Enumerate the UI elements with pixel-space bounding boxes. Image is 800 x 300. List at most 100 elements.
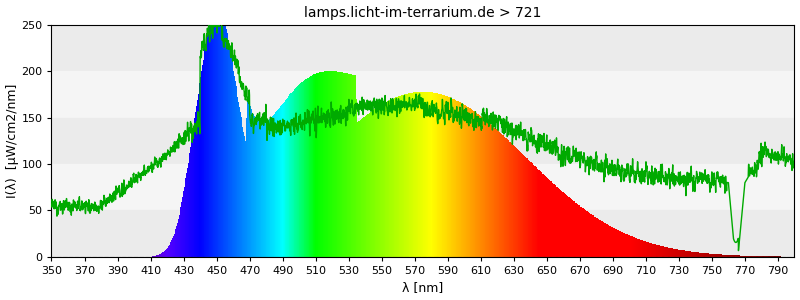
Bar	[630, 236, 631, 257]
Bar	[431, 92, 432, 257]
Bar	[335, 71, 336, 257]
Bar	[351, 74, 352, 257]
Bar	[365, 116, 366, 257]
Bar	[689, 251, 690, 257]
Bar	[741, 256, 742, 257]
Bar	[640, 239, 641, 257]
Bar	[538, 170, 539, 257]
Bar	[500, 133, 501, 257]
Bar	[464, 105, 465, 257]
Bar	[612, 227, 613, 257]
Bar	[705, 253, 706, 257]
Bar	[687, 251, 688, 257]
Bar	[319, 73, 320, 257]
Bar	[400, 96, 401, 257]
Bar	[543, 174, 544, 257]
Bar	[754, 256, 755, 257]
Bar	[685, 250, 686, 257]
Bar	[713, 254, 714, 257]
Bar	[206, 40, 207, 257]
Bar	[222, 25, 223, 257]
Bar	[520, 152, 521, 257]
Bar	[448, 97, 449, 257]
Bar	[596, 218, 597, 257]
Bar	[512, 144, 513, 257]
Bar	[749, 256, 750, 257]
Bar	[673, 249, 674, 257]
Bar	[474, 112, 475, 257]
Bar	[635, 238, 636, 257]
Bar	[217, 25, 218, 257]
Bar	[281, 106, 282, 257]
Bar	[51, 118, 794, 164]
Bar	[737, 255, 738, 257]
Bar	[269, 119, 270, 257]
Bar	[357, 99, 358, 257]
Bar	[672, 248, 673, 257]
Bar	[778, 256, 780, 257]
Bar	[615, 229, 616, 257]
Bar	[295, 88, 296, 257]
Bar	[189, 158, 190, 257]
Bar	[736, 255, 737, 257]
Bar	[437, 93, 438, 257]
Bar	[468, 107, 469, 257]
Bar	[504, 137, 506, 257]
Bar	[453, 99, 454, 257]
Bar	[554, 184, 555, 257]
Bar	[723, 255, 724, 257]
Bar	[659, 245, 660, 257]
Bar	[252, 112, 253, 257]
Bar	[546, 178, 547, 257]
Bar	[457, 100, 458, 257]
Bar	[777, 256, 778, 257]
Bar	[610, 226, 611, 257]
Bar	[373, 110, 374, 257]
Bar	[750, 256, 751, 257]
Bar	[157, 255, 158, 257]
Bar	[592, 215, 593, 257]
Bar	[693, 252, 694, 257]
Bar	[683, 250, 684, 257]
Bar	[300, 83, 301, 257]
Bar	[488, 122, 489, 257]
Bar	[321, 72, 322, 257]
Bar	[227, 37, 228, 257]
Bar	[317, 73, 318, 257]
Bar	[758, 256, 759, 257]
Bar	[785, 256, 786, 257]
Bar	[511, 143, 512, 257]
Bar	[583, 208, 584, 257]
Bar	[721, 254, 722, 257]
Bar	[782, 256, 783, 257]
Bar	[679, 250, 681, 257]
Bar	[346, 73, 347, 257]
Bar	[315, 74, 316, 257]
Bar	[257, 119, 258, 257]
Bar	[573, 201, 574, 257]
Bar	[428, 92, 430, 257]
Bar	[388, 101, 389, 257]
Bar	[744, 256, 745, 257]
Bar	[760, 256, 761, 257]
Bar	[528, 160, 530, 257]
Bar	[637, 238, 638, 257]
Bar	[204, 50, 206, 257]
Bar	[316, 74, 317, 257]
Bar	[221, 25, 222, 257]
Bar	[237, 92, 238, 257]
Bar	[731, 255, 732, 257]
Bar	[666, 247, 667, 257]
Bar	[627, 235, 628, 257]
Bar	[769, 256, 770, 257]
Bar	[398, 96, 399, 257]
Bar	[752, 256, 753, 257]
Bar	[174, 232, 175, 257]
Bar	[498, 131, 499, 257]
Bar	[326, 71, 327, 257]
Bar	[292, 92, 293, 257]
Bar	[296, 87, 297, 257]
Bar	[473, 111, 474, 257]
Bar	[173, 236, 174, 257]
Bar	[495, 128, 496, 257]
